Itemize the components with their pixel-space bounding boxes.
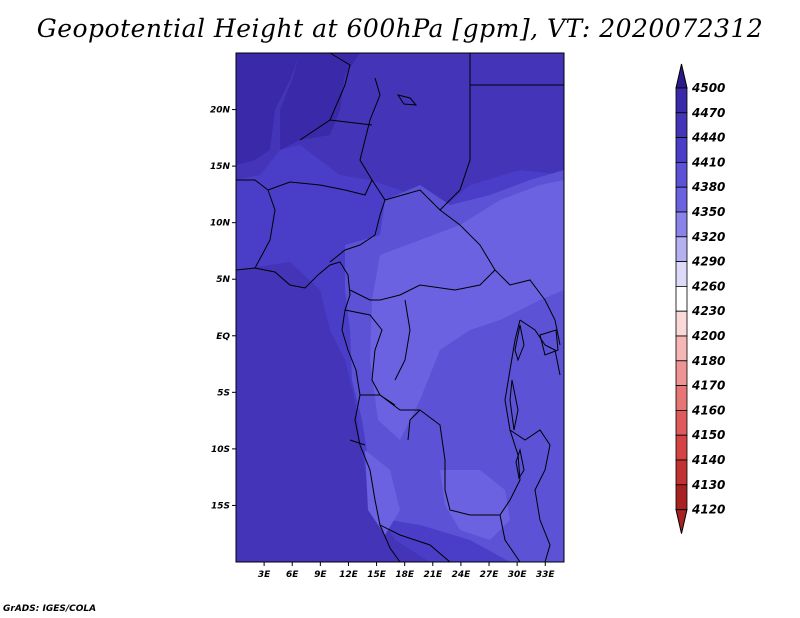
lakes — [396, 94, 559, 480]
lon-tick-label: 12E — [339, 570, 359, 580]
field-4470-nw — [236, 53, 300, 165]
lon-tick-label: 33E — [536, 570, 556, 580]
colorbar-label: 4380 — [691, 180, 725, 194]
longitude-axis: 3E 6E 9E 12E 15E 18E 21E 24E 27E 30E 33E — [258, 562, 556, 580]
latitude-axis: 20N 15N 10N 5N EQ 5S 10S 15S — [210, 106, 236, 511]
colorbar-label: 4470 — [691, 106, 725, 120]
country-borders — [235, 52, 564, 563]
colorbar-label: 4350 — [691, 205, 725, 219]
colorbar-segment — [675, 186, 688, 213]
colorbar-label: 4260 — [691, 279, 725, 293]
colorbar-segment — [675, 137, 688, 163]
colorbar-segment — [675, 261, 688, 287]
lon-tick-label: 9E — [314, 570, 327, 580]
map-title: Geopotential Height at 600hPa [gpm], VT:… — [36, 14, 764, 43]
lat-tick-label: 5N — [216, 275, 230, 285]
grads-credit: GrADS: IGES/COLA — [3, 604, 97, 614]
colorbar-label: 4500 — [691, 81, 725, 95]
colorbar-label: 4410 — [691, 155, 725, 169]
colorbar-label: 4180 — [691, 354, 725, 368]
field-4350-south — [440, 470, 510, 540]
colorbar-label: 4140 — [691, 453, 725, 467]
colorbar-segment — [675, 211, 688, 238]
lon-tick-label: 6E — [286, 570, 299, 580]
colorbar-label: 4130 — [691, 478, 725, 492]
colorbar-label: 4120 — [691, 503, 725, 517]
colorbar-segment — [675, 484, 688, 510]
colorbar-label: 4170 — [691, 379, 725, 393]
colorbar-label: 4160 — [691, 403, 725, 417]
map-frame — [235, 52, 565, 563]
lat-tick-label: 5S — [217, 388, 230, 398]
colorbar-segment — [675, 385, 688, 411]
field-4470-n — [280, 53, 360, 150]
colorbar-label: 4230 — [691, 304, 725, 318]
field-4350-sw — [365, 450, 400, 535]
lon-tick-label: 24E — [452, 570, 472, 580]
lon-tick-label: 18E — [395, 570, 415, 580]
colorbar-label: 4290 — [691, 255, 725, 269]
colorbar-segment — [675, 87, 688, 114]
colorbar-segment — [675, 409, 688, 436]
lat-tick-label: 10S — [211, 445, 230, 455]
lat-tick-label: 10N — [210, 219, 231, 229]
field-4350-central — [370, 180, 564, 440]
colorbar-label: 4440 — [691, 131, 725, 145]
lat-tick-label: 15N — [210, 162, 231, 172]
lat-tick-label: 15S — [211, 501, 230, 511]
colorbar-segment — [675, 434, 688, 461]
colorbar-segment — [675, 459, 688, 486]
colorbar-segment — [675, 335, 688, 362]
lon-tick-label: 15E — [367, 570, 387, 580]
colorbar-segment — [675, 285, 688, 312]
lon-tick-label: 21E — [423, 570, 443, 580]
colorbar-segment — [675, 161, 688, 188]
lon-tick-label: 27E — [480, 570, 500, 580]
colorbar-segment — [675, 310, 688, 337]
colorbar-segment — [675, 360, 688, 386]
lon-tick-label: 30E — [508, 570, 528, 580]
colorbar-segment — [675, 112, 688, 139]
lat-tick-label: 20N — [210, 106, 231, 116]
colorbar-segment — [675, 236, 688, 263]
map-panel — [235, 52, 565, 563]
colorbar-label: 4200 — [691, 329, 725, 343]
colorbar-bottom-arrow — [675, 509, 688, 534]
lat-tick-label: EQ — [216, 332, 230, 342]
lon-tick-label: 3E — [258, 570, 271, 580]
colorbar-top-arrow — [675, 63, 688, 89]
colorbar: 4500 4470 4440 4410 4380 4350 4320 4290 4260 4230… — [675, 63, 725, 534]
colorbar-label: 4150 — [691, 428, 725, 442]
colorbar-label: 4320 — [691, 230, 725, 244]
field-4440-west — [236, 262, 430, 562]
